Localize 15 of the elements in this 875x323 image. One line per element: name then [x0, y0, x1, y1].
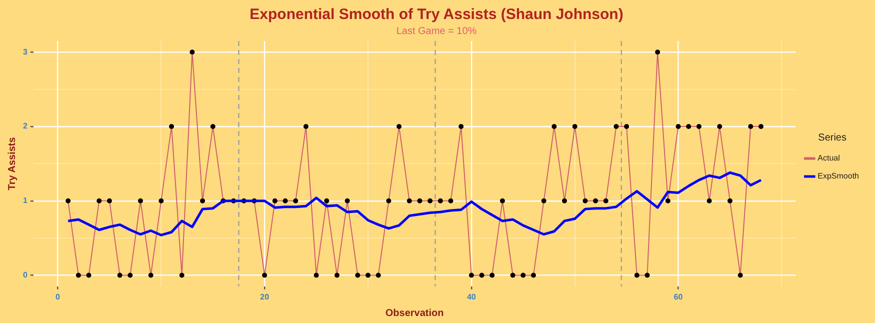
x-tick-label: 40 [466, 292, 476, 302]
y-tick-label: 0 [22, 270, 28, 280]
x-tick-label: 0 [56, 292, 61, 302]
x-tick-label: 20 [260, 292, 270, 302]
legend-title: Series [818, 132, 846, 144]
y-axis-title: Try Assists [6, 136, 18, 190]
chart-subtitle: Last Game = 10% [396, 26, 477, 37]
legend-label: ExpSmooth [818, 172, 860, 181]
legend-label: Actual [818, 154, 840, 163]
x-axis-title: Observation [385, 308, 444, 319]
y-tick-label: 1 [22, 196, 28, 206]
y-tick-label: 2 [22, 122, 28, 131]
y-tick-label: 3 [22, 47, 28, 56]
chart-title: Exponential Smooth of Try Assists (Shaun Johnson) [250, 6, 624, 24]
x-tick-label: 60 [674, 292, 684, 302]
